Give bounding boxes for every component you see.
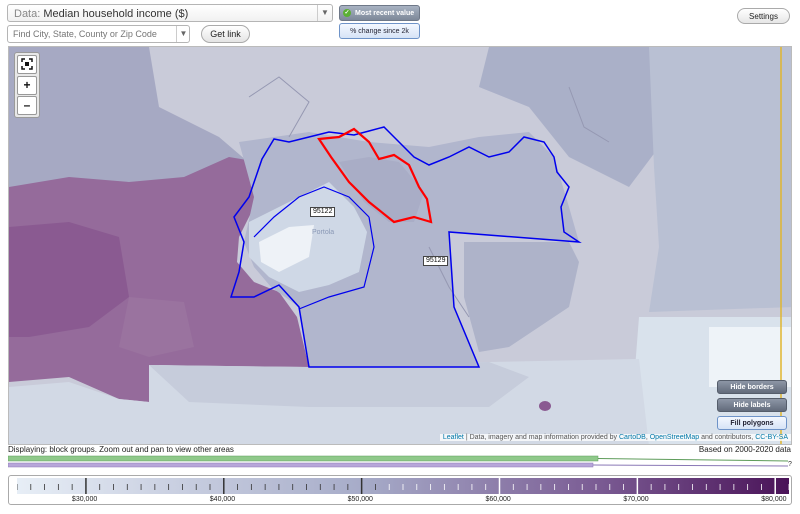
legend-label: $40,000: [209, 496, 236, 503]
legend-label: $60,000: [485, 496, 511, 503]
fullscreen-button[interactable]: [17, 55, 37, 74]
legend-label: $50,000: [347, 496, 373, 503]
pct-change-button[interactable]: % change since 2k: [339, 23, 420, 39]
fill-polygons-button[interactable]: Fill polygons: [717, 416, 787, 430]
search-input[interactable]: [7, 25, 190, 43]
map-view[interactable]: 95122 95129 Portola: [8, 46, 792, 445]
top-toolbar: Data: Median household income ($) ▼ ▼ Ge…: [0, 0, 800, 46]
attrib-text: and contributors,: [699, 434, 756, 441]
most-recent-label: Most recent value: [355, 10, 415, 17]
color-legend[interactable]: $30,000 $40,000 $50,000 $60,000 $70,000 $80,0…: [8, 475, 792, 505]
license-link[interactable]: CC-BY-SA: [755, 434, 788, 441]
hide-borders-button[interactable]: Hide borders: [717, 380, 787, 394]
town-label: Portola: [312, 229, 335, 236]
settings-button[interactable]: Settings: [737, 8, 790, 24]
osm-link[interactable]: OpenStreetMap: [649, 434, 700, 441]
most-recent-value-button[interactable]: ✓ Most recent value: [339, 5, 420, 21]
chevron-down-icon[interactable]: ▼: [317, 5, 332, 21]
legend-scale: [17, 478, 789, 494]
zoom-in-button[interactable]: +: [17, 76, 37, 95]
attrib-text: ,: [645, 434, 650, 441]
distribution-bars: ?: [8, 455, 792, 468]
cartodb-link[interactable]: CartoDB: [619, 434, 646, 441]
leaflet-link[interactable]: Leaflet: [442, 434, 464, 441]
hide-labels-button[interactable]: Hide labels: [717, 398, 787, 412]
zip-label: 95129: [423, 256, 449, 266]
zoom-out-button[interactable]: –: [17, 96, 37, 115]
legend-label: $30,000: [71, 496, 98, 503]
data-prefix: Data:: [14, 8, 41, 20]
map-attribution: Leaflet | Data, imagery and map informat…: [439, 434, 791, 441]
legend-label: $70,000: [623, 496, 649, 503]
fullscreen-icon: [21, 58, 33, 70]
chevron-down-icon[interactable]: ▼: [176, 26, 190, 42]
displaying-text: Displaying: block groups. Zoom out and p…: [8, 445, 234, 454]
svg-text:?: ?: [788, 461, 792, 468]
get-link-button[interactable]: Get link: [201, 25, 250, 43]
map-canvas[interactable]: [9, 47, 792, 445]
based-on-text: Based on 2000-2020 data: [698, 445, 791, 454]
data-value: Median household income ($): [43, 8, 189, 20]
data-select[interactable]: Data: Median household income ($) ▼: [7, 4, 333, 22]
zip-label: 95122: [310, 207, 336, 217]
zoom-controls: + –: [14, 52, 40, 118]
data-select-label: Data: Median household income ($): [14, 5, 188, 23]
attrib-text: | Data, imagery and map information prov…: [463, 434, 619, 441]
legend-label: $80,000: [761, 496, 787, 503]
check-icon: ✓: [343, 9, 351, 17]
